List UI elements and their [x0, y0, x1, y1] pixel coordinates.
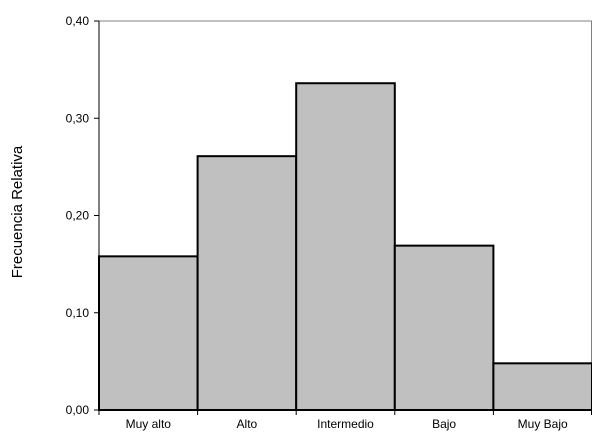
y-tick-label: 0,10: [66, 306, 90, 320]
x-tick-label: Bajo: [432, 417, 456, 431]
y-tick-label: 0,20: [66, 209, 90, 223]
bar-intermedio: [295, 82, 396, 412]
y-tick-label: 0,00: [66, 403, 90, 417]
bars: [98, 82, 592, 412]
x-tick-labels: Muy alto Alto Intermedio Bajo Muy Bajo: [126, 417, 568, 431]
bar-muy-alto: [98, 255, 199, 411]
y-tick-label: 0,40: [66, 14, 90, 28]
bar-alto: [196, 155, 298, 411]
y-tick-labels: 0,00 0,10 0,20 0,30 0,40: [66, 14, 90, 417]
bar-bajo: [393, 244, 495, 411]
y-axis-label: Frecuencia Relativa: [9, 145, 26, 278]
axes: [94, 20, 592, 415]
x-tick-label: Muy alto: [126, 417, 172, 431]
y-tick-label: 0,30: [66, 111, 90, 125]
x-tick-label: Intermedio: [317, 417, 374, 431]
bar-muy-bajo: [492, 362, 592, 412]
x-tick-label: Alto: [237, 417, 258, 431]
x-tick-label: Muy Bajo: [518, 417, 568, 431]
